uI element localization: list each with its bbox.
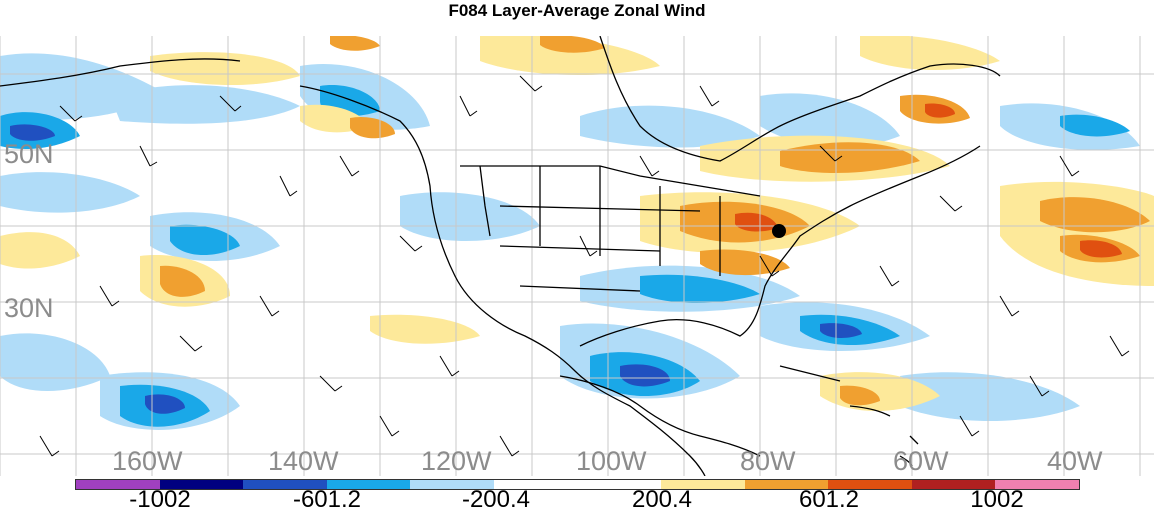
colorbar xyxy=(75,479,1080,490)
lon-label-100w: 100W xyxy=(576,446,647,476)
lon-label-140w: 140W xyxy=(268,446,339,476)
colorbar-swatch-8 xyxy=(744,480,829,489)
lat-label-50n: 50N xyxy=(4,139,54,169)
colorbar-swatch-7 xyxy=(661,480,745,489)
colorbar-label-3: 200.4 xyxy=(631,486,693,513)
colorbar-label-5: 1002 xyxy=(970,486,1024,513)
lon-label-120w: 120W xyxy=(421,446,492,476)
lon-label-60w: 60W xyxy=(893,446,949,476)
colorbar-swatch-1 xyxy=(159,480,244,489)
lon-label-80w: 80W xyxy=(740,446,796,476)
coastlines xyxy=(0,36,1001,476)
lon-label-40w: 40W xyxy=(1047,446,1103,476)
colorbar-label-0: -1002 xyxy=(129,486,191,513)
colorbar-label-1: -601.2 xyxy=(292,486,362,513)
colorbar-swatch-11 xyxy=(995,480,1079,489)
lon-label-160w: 160W xyxy=(112,446,183,476)
lat-lon-grid xyxy=(0,36,1154,476)
location-marker-dot xyxy=(772,224,786,238)
colorbar-swatch-2 xyxy=(243,480,327,489)
wind-barbs xyxy=(39,75,1130,457)
wind-map xyxy=(0,36,1154,476)
colorbar-swatch-4 xyxy=(410,480,494,489)
colorbar-swatch-6 xyxy=(577,480,662,489)
colorbar-swatch-0 xyxy=(76,480,160,489)
colorbar-swatch-10 xyxy=(911,480,996,489)
colorbar-label-4: 601.2 xyxy=(798,486,860,513)
colorbar-label-2: -200.4 xyxy=(461,486,531,513)
map-title: F084 Layer-Average Zonal Wind xyxy=(448,1,706,20)
positive-wind-strong xyxy=(735,103,1122,258)
colorbar-swatch-5 xyxy=(493,480,578,489)
colorbar-swatch-3 xyxy=(326,480,411,489)
colorbar-swatch-9 xyxy=(828,480,912,489)
negative-wind-strong xyxy=(10,124,862,414)
lat-label-30n: 30N xyxy=(4,293,54,323)
